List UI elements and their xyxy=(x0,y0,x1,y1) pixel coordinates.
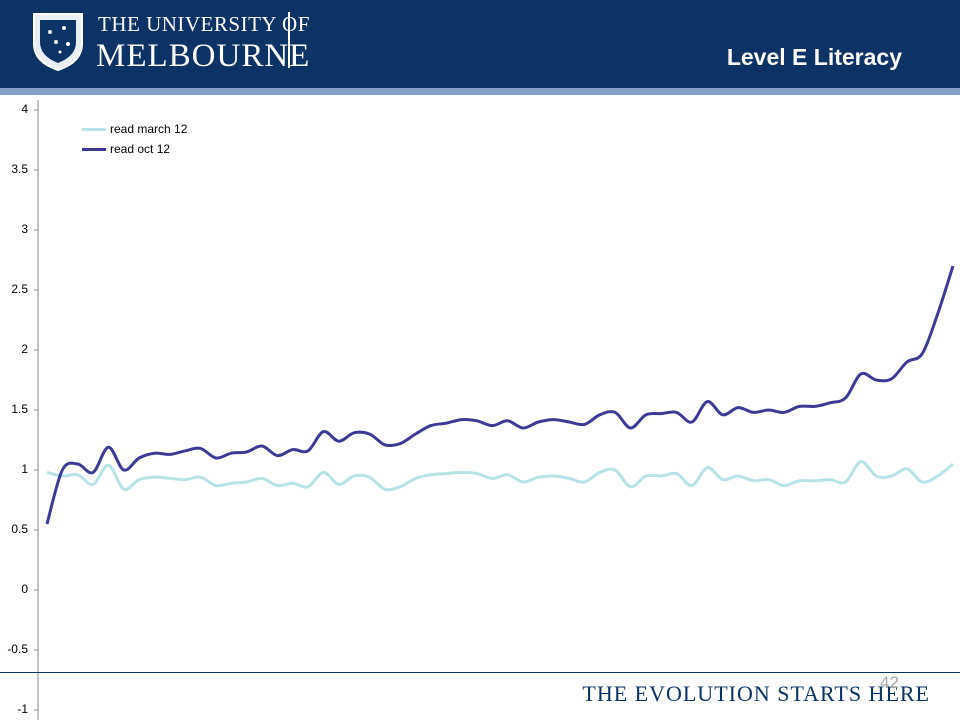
tagline: THE EVOLUTION STARTS HERE xyxy=(582,681,930,706)
legend: read march 12 read oct 12 xyxy=(82,122,200,162)
y-tick-label: 2 xyxy=(21,342,28,356)
university-name: MELBOURNE xyxy=(96,38,311,74)
y-tick-label: 3.5 xyxy=(11,162,28,176)
y-tick-label: 4 xyxy=(21,102,28,116)
y-tick-label: 2.5 xyxy=(11,282,28,296)
footer-line xyxy=(0,672,960,673)
legend-label: read oct 12 xyxy=(110,142,171,156)
page-number: 42 xyxy=(880,673,899,692)
slide-title: Level E Literacy xyxy=(726,44,902,70)
y-tick-label: -1 xyxy=(17,702,28,716)
crest xyxy=(33,13,83,72)
header xyxy=(0,0,960,88)
legend-swatch xyxy=(82,148,106,151)
legend-label: read march 12 xyxy=(110,122,188,136)
y-tick-label: 0.5 xyxy=(11,522,28,536)
y-tick-label: 1.5 xyxy=(11,402,28,416)
y-tick-label: 3 xyxy=(21,222,28,236)
series-line xyxy=(45,265,955,525)
y-tick-label: 1 xyxy=(21,462,28,476)
y-tick-label: -0.5 xyxy=(7,642,28,656)
y-tick-label: 0 xyxy=(21,582,28,596)
legend-item: read oct 12 xyxy=(82,142,200,156)
divider xyxy=(288,12,290,68)
legend-item: read march 12 xyxy=(82,122,200,136)
series-line xyxy=(46,460,954,492)
university-top: THE UNIVERSITY OF xyxy=(98,12,310,36)
header-band xyxy=(0,88,960,95)
legend-swatch xyxy=(82,128,106,131)
